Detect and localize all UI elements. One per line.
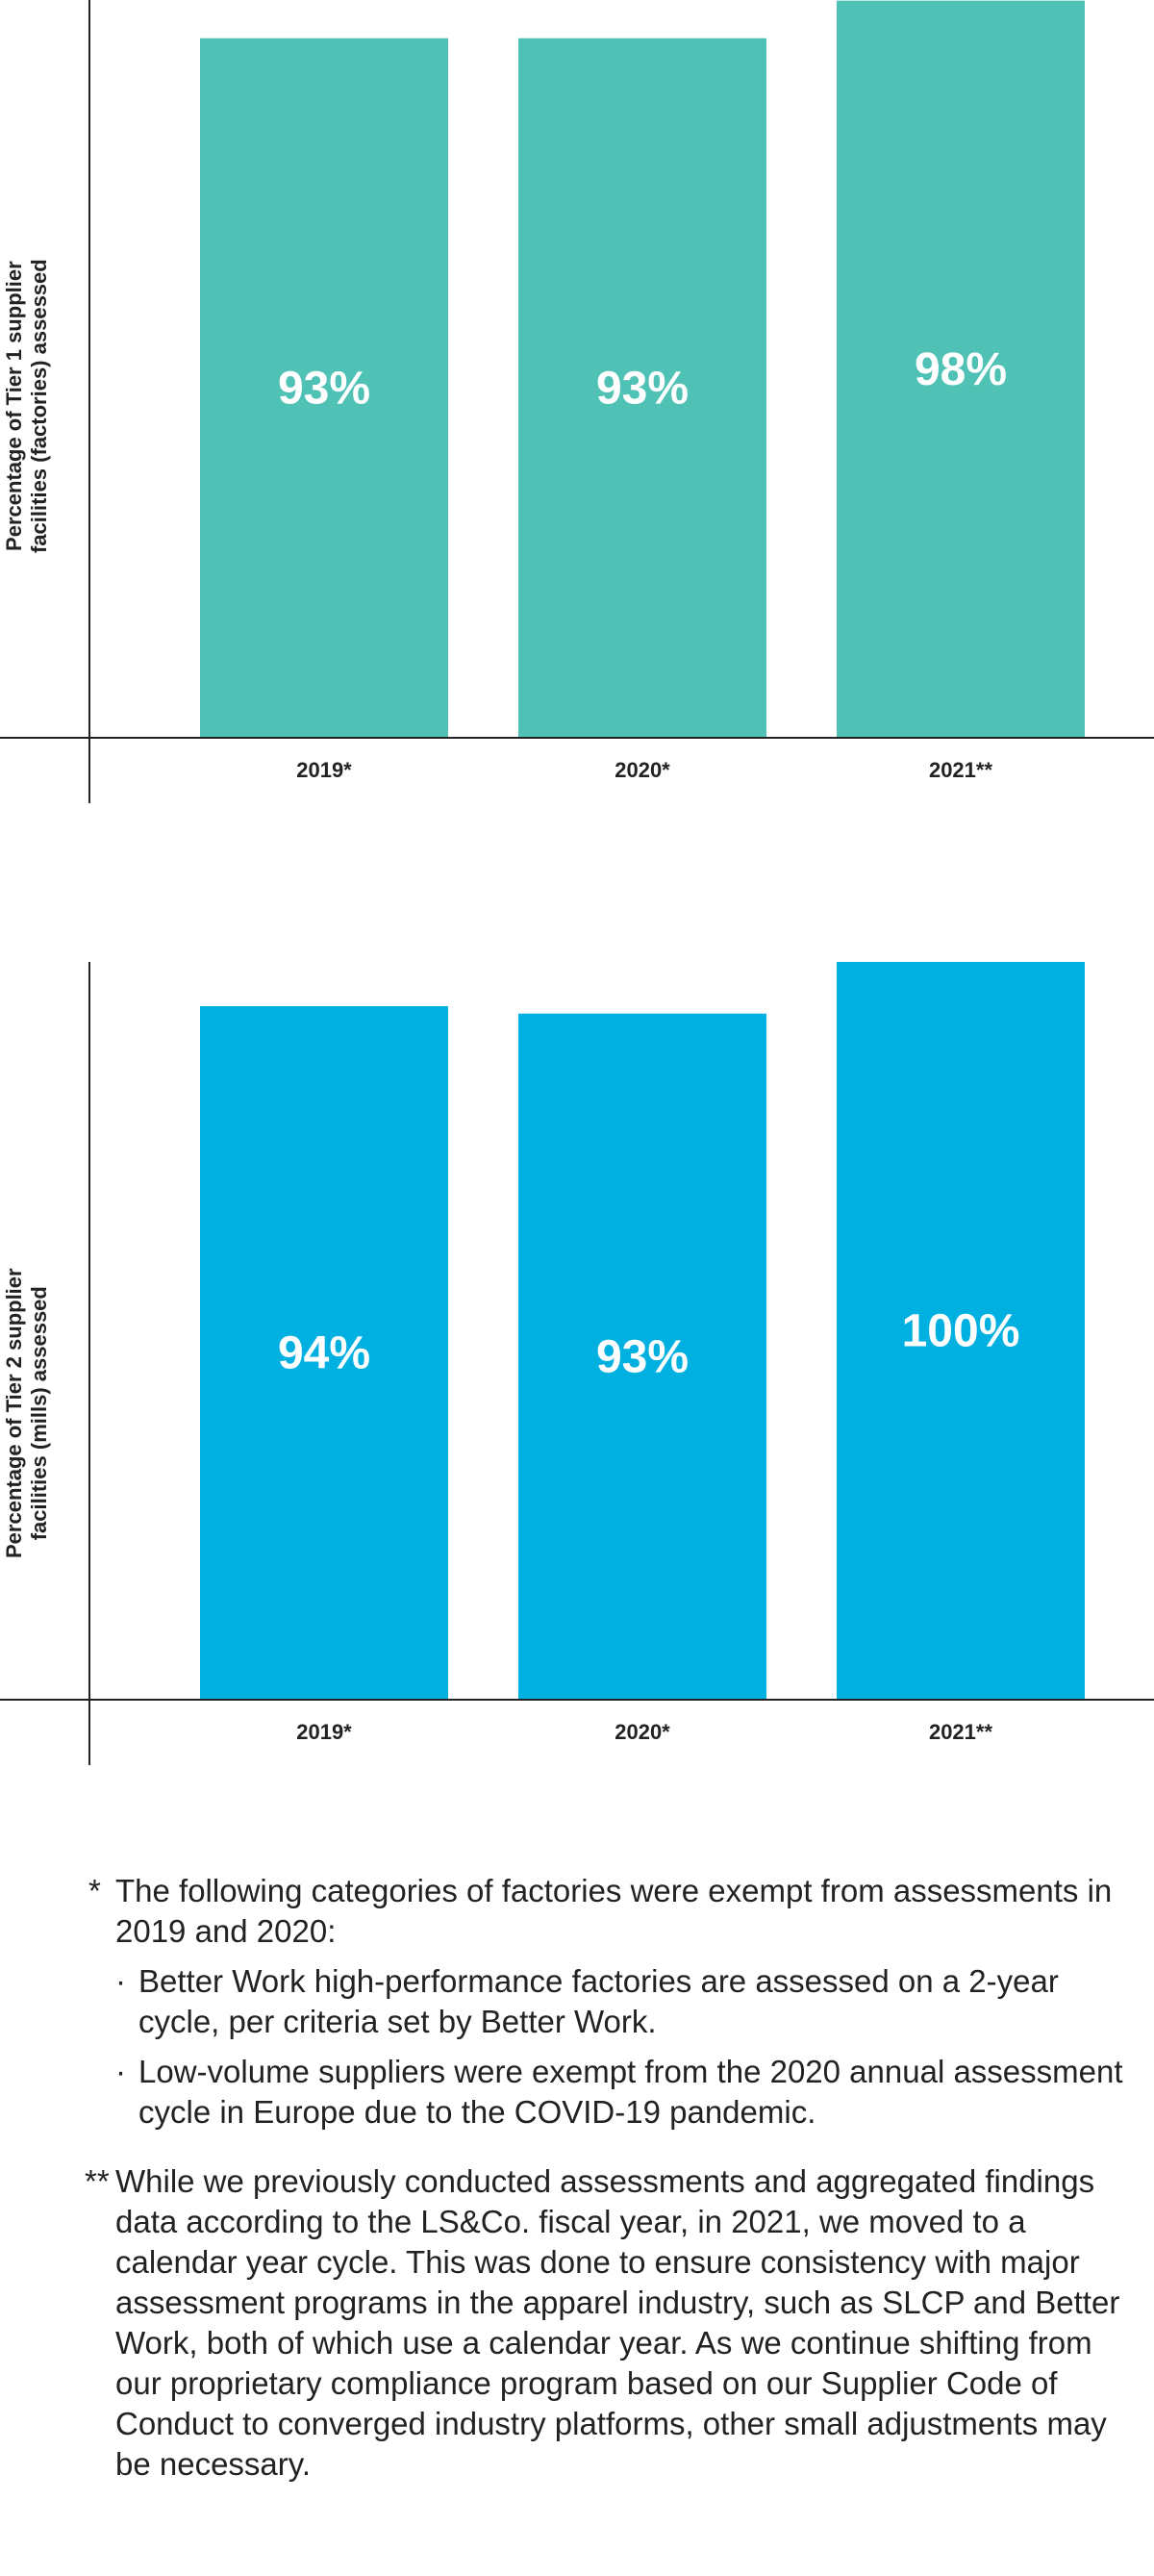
footnote-text: While we previously conducted assessment… <box>115 2163 1120 2482</box>
x-tick-label: 2019* <box>296 758 352 782</box>
chart-tier1-svg: 93% 2019* 93% 2020* 98% 2021** <box>0 0 1154 803</box>
x-tick-label: 2020* <box>615 758 670 782</box>
bar-2021 <box>837 0 1085 738</box>
bullet-text: Better Work high-performance factories a… <box>138 1963 1059 2039</box>
chart-tier1: 93% 2019* 93% 2020* 98% 2021** Percentage of … <box>0 0 1154 808</box>
bar-value-label: 93% <box>596 1331 689 1382</box>
double-asterisk-mark: ** <box>85 2163 110 2199</box>
bar-2021 <box>837 962 1085 1700</box>
asterisk-mark: * <box>88 1873 101 1908</box>
bullet-icon: · <box>115 1963 126 1999</box>
bar-2019 <box>200 1006 448 1700</box>
footnote-text: The following categories of factories we… <box>115 1873 1113 1949</box>
y-axis-label-line2: facilities (mills) assessed <box>27 1286 51 1541</box>
bar-2020 <box>518 38 766 739</box>
bar-value-label: 100% <box>902 1306 1020 1357</box>
x-tick-label: 2019* <box>296 1720 352 1744</box>
footnotes: * The following categories of factories … <box>85 1871 1127 2485</box>
bar-value-label: 98% <box>915 344 1007 395</box>
footnote-bullet: · Better Work high-performance factories… <box>88 1961 1127 2042</box>
footnote-double-asterisk: ** While we previously conducted assessm… <box>85 2161 1127 2485</box>
chart-tier2-svg: 94% 2019* 93% 2020* 100% 2021** <box>0 962 1154 1765</box>
chart-tier2: 94% 2019* 93% 2020* 100% 2021** Percentage of… <box>0 962 1154 1765</box>
x-tick-label: 2021** <box>929 1720 993 1744</box>
footnote-bullet: · Low-volume suppliers were exempt from … <box>88 2052 1127 2133</box>
x-tick-label: 2021** <box>929 758 993 782</box>
bar-2019 <box>200 38 448 739</box>
bar-value-label: 93% <box>596 363 689 414</box>
x-tick-label: 2020* <box>615 1720 670 1744</box>
y-axis-label-line1: Percentage of Tier 2 supplier <box>2 1268 26 1558</box>
bar-value-label: 93% <box>278 363 370 414</box>
bar-value-label: 94% <box>278 1328 370 1379</box>
bar-2020 <box>518 1013 766 1700</box>
bullet-icon: · <box>115 2054 126 2089</box>
footnote-single-asterisk: * The following categories of factories … <box>88 1871 1127 1952</box>
bullet-text: Low-volume suppliers were exempt from th… <box>138 2054 1123 2130</box>
